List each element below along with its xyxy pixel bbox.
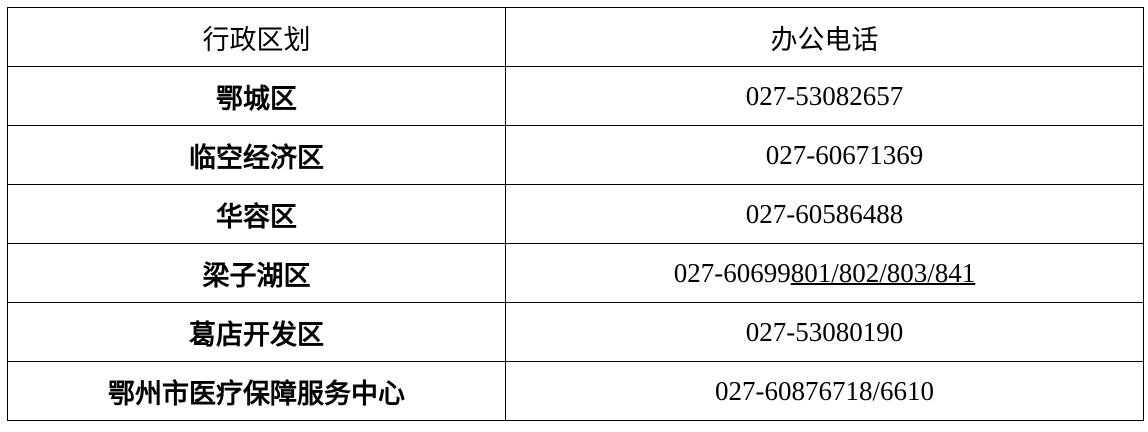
phone-cell: 027-60699801/802/803/841: [505, 243, 1144, 303]
phone-prefix: 027-60699: [673, 257, 791, 288]
phone-cell: 027-60876718/6610: [505, 361, 1144, 421]
district-cell: 华容区: [7, 184, 506, 244]
table-row: 鄂城区 027-53082657: [7, 66, 1144, 126]
district-cell: 临空经济区: [7, 125, 506, 185]
phone-cell: 027-60586488: [505, 184, 1144, 244]
district-cell: 梁子湖区: [7, 243, 506, 303]
contact-table: 行政区划 办公电话 鄂城区 027-53082657 临空经济区 027-606…: [7, 7, 1144, 421]
district-cell: 鄂城区: [7, 66, 506, 126]
district-cell: 葛店开发区: [7, 302, 506, 362]
phone-cell: 027-60671369: [505, 125, 1144, 185]
table-row: 临空经济区 027-60671369: [7, 125, 1144, 185]
table-row: 华容区 027-60586488: [7, 184, 1144, 244]
phone-cell: 027-53080190: [505, 302, 1144, 362]
header-phone: 办公电话: [505, 7, 1144, 67]
table-header-row: 行政区划 办公电话: [7, 7, 1144, 67]
district-cell: 鄂州市医疗保障服务中心: [7, 361, 506, 421]
table-row: 梁子湖区 027-60699801/802/803/841: [7, 243, 1144, 303]
phone-extensions: 801/802/803/841: [790, 257, 976, 288]
phone-cell: 027-53082657: [505, 66, 1144, 126]
table-row: 鄂州市医疗保障服务中心 027-60876718/6610: [7, 361, 1144, 421]
table-row: 葛店开发区 027-53080190: [7, 302, 1144, 362]
header-district: 行政区划: [7, 7, 506, 67]
